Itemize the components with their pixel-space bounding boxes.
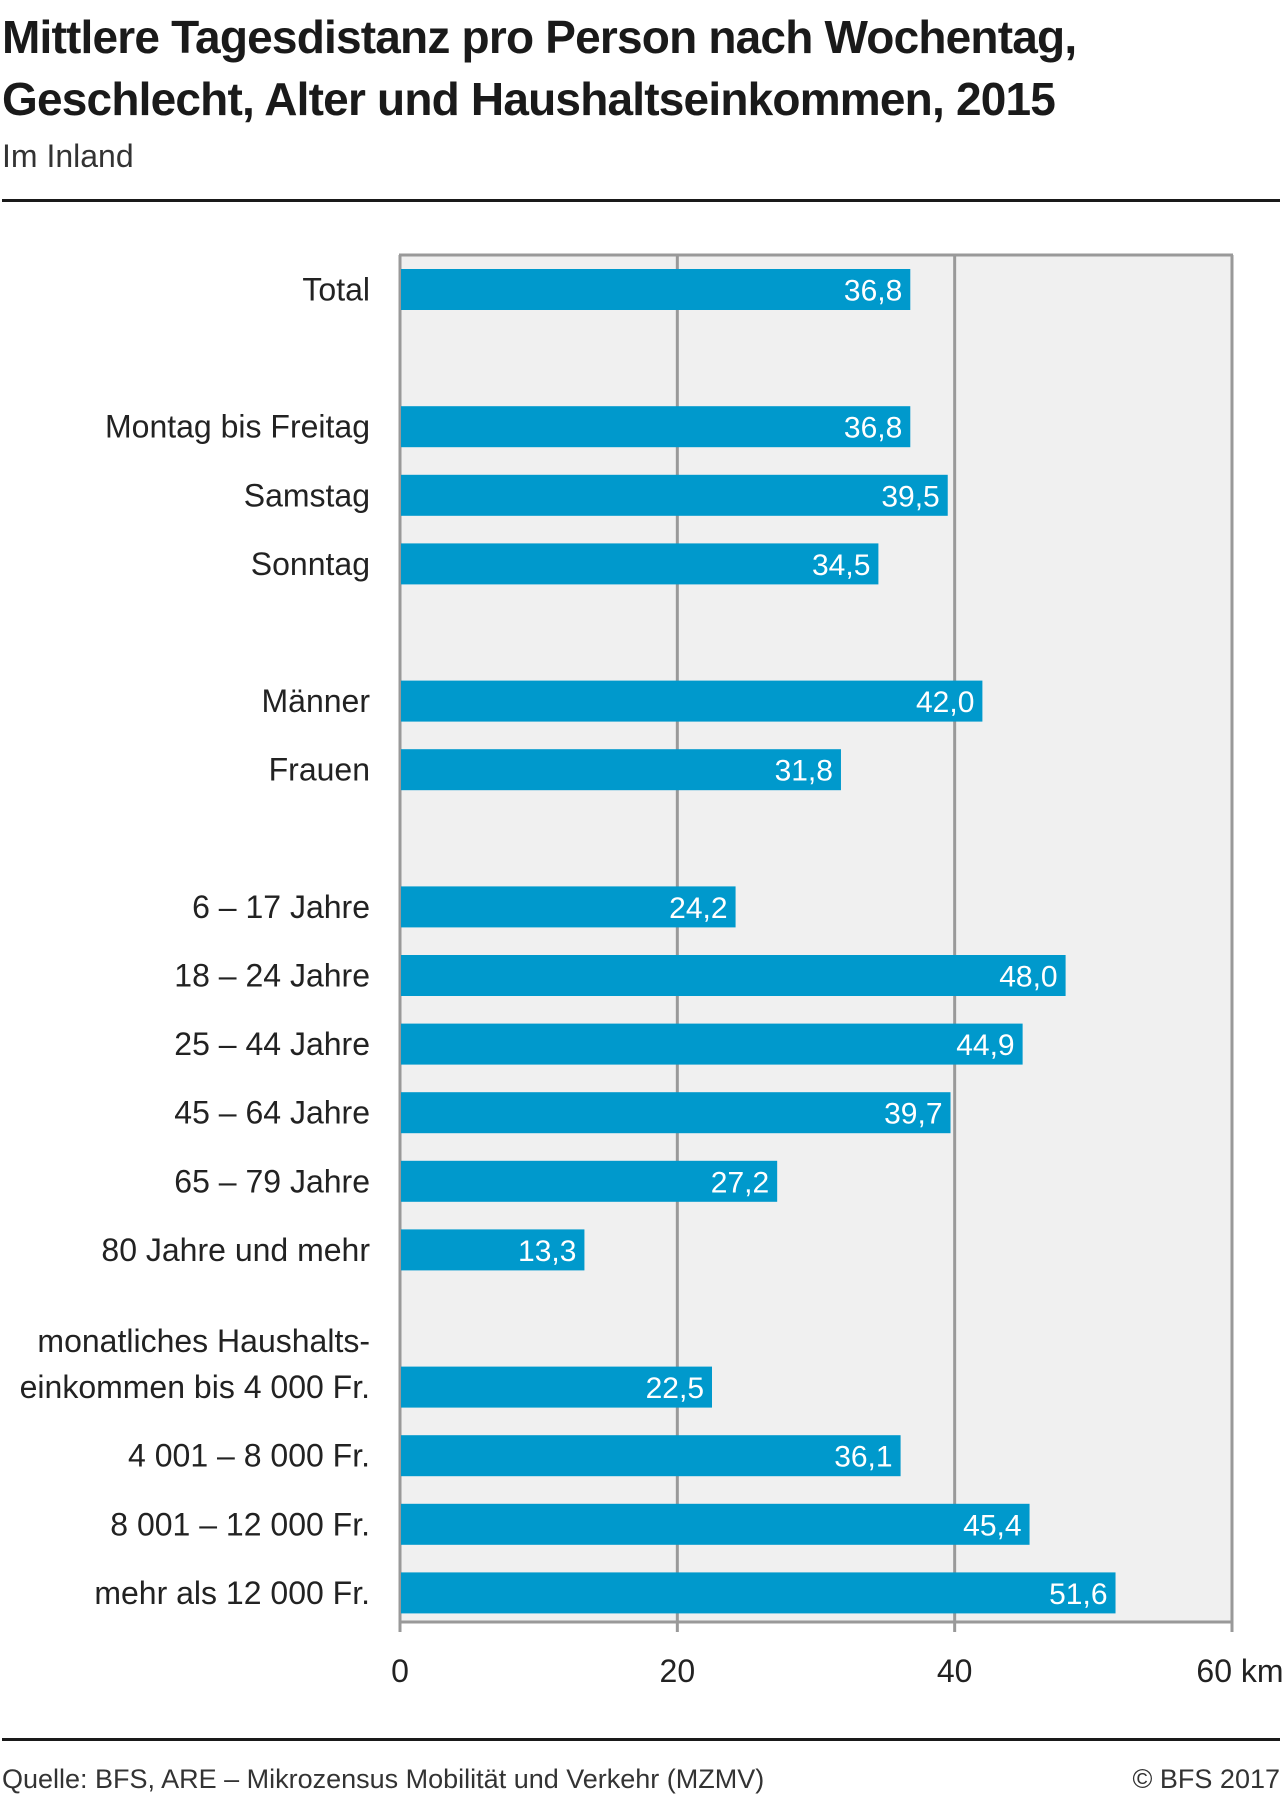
bar <box>401 269 911 310</box>
category-label: Total <box>302 272 370 308</box>
bar-value-label: 36,8 <box>844 275 902 308</box>
bar <box>401 1092 951 1134</box>
bar <box>401 1366 712 1408</box>
category-label: mehr als 12 000 Fr. <box>94 1575 370 1611</box>
bar <box>401 886 736 928</box>
category-label: 4 001 – 8 000 Fr. <box>128 1438 370 1474</box>
category-label: Sonntag <box>251 546 370 582</box>
bar-value-label: 36,8 <box>844 412 902 445</box>
plot-background <box>400 255 1232 1622</box>
bar-value-label: 27,2 <box>711 1166 769 1199</box>
bar-value-label: 39,5 <box>881 480 939 513</box>
category-label: monatliches Haushalts- <box>37 1323 370 1359</box>
bar <box>401 1572 1116 1614</box>
bar <box>401 1023 1023 1065</box>
category-label: Samstag <box>244 477 370 513</box>
bar-value-label: 13,3 <box>518 1235 576 1268</box>
x-tick-label: 60 km <box>1196 1653 1282 1689</box>
category-label: 80 Jahre und mehr <box>101 1232 370 1268</box>
bar-value-label: 39,7 <box>884 1098 942 1131</box>
bar <box>401 749 841 791</box>
category-label: 45 – 64 Jahre <box>174 1095 370 1131</box>
bar-value-label: 42,0 <box>916 686 974 719</box>
bar <box>401 474 948 516</box>
bar-value-label: 31,8 <box>775 755 833 788</box>
bar-value-label: 44,9 <box>956 1029 1014 1062</box>
bar-value-label: 24,2 <box>669 892 727 925</box>
bar-value-label: 45,4 <box>963 1509 1021 1542</box>
category-label: 65 – 79 Jahre <box>174 1163 370 1199</box>
bar <box>401 955 1066 996</box>
category-label: Männer <box>262 683 371 719</box>
chart-subtitle: Im Inland <box>2 138 134 174</box>
bar-chart: 36,8 Total 36,8 Montag bis Freitag 39,5 Samst… <box>20 253 1282 1689</box>
bar-value-label: 22,5 <box>646 1372 704 1405</box>
category-label: 25 – 44 Jahre <box>174 1026 370 1062</box>
copyright-note: © BFS 2017 <box>1132 1764 1280 1794</box>
category-label: Montag bis Freitag <box>105 409 370 445</box>
bar <box>401 1229 585 1271</box>
bar-value-label: 48,0 <box>999 961 1057 994</box>
bar-value-label: 51,6 <box>1049 1578 1107 1611</box>
x-tick-label: 20 <box>660 1653 696 1689</box>
bar-value-label: 36,1 <box>834 1441 892 1474</box>
bar-value-label: 34,5 <box>812 549 870 582</box>
bar <box>401 543 879 585</box>
source-note: Quelle: BFS, ARE – Mikrozensus Mobilität… <box>2 1764 765 1794</box>
category-label: einkommen bis 4 000 Fr. <box>20 1369 370 1405</box>
bar <box>401 680 983 722</box>
x-tick-label: 40 <box>937 1653 973 1689</box>
footer-divider <box>2 1738 1280 1741</box>
category-label: Frauen <box>269 752 370 788</box>
bar <box>401 1503 1030 1545</box>
category-label: 18 – 24 Jahre <box>174 958 370 994</box>
bar <box>401 1435 901 1477</box>
category-label: 8 001 – 12 000 Fr. <box>110 1506 370 1542</box>
bar <box>401 406 911 448</box>
category-label: 6 – 17 Jahre <box>192 889 370 925</box>
header-divider <box>2 199 1280 202</box>
x-tick-label: 0 <box>391 1653 409 1689</box>
chart-title: Mittlere Tagesdistanz pro Person nach Wo… <box>2 11 1077 125</box>
bar <box>401 1160 778 1202</box>
